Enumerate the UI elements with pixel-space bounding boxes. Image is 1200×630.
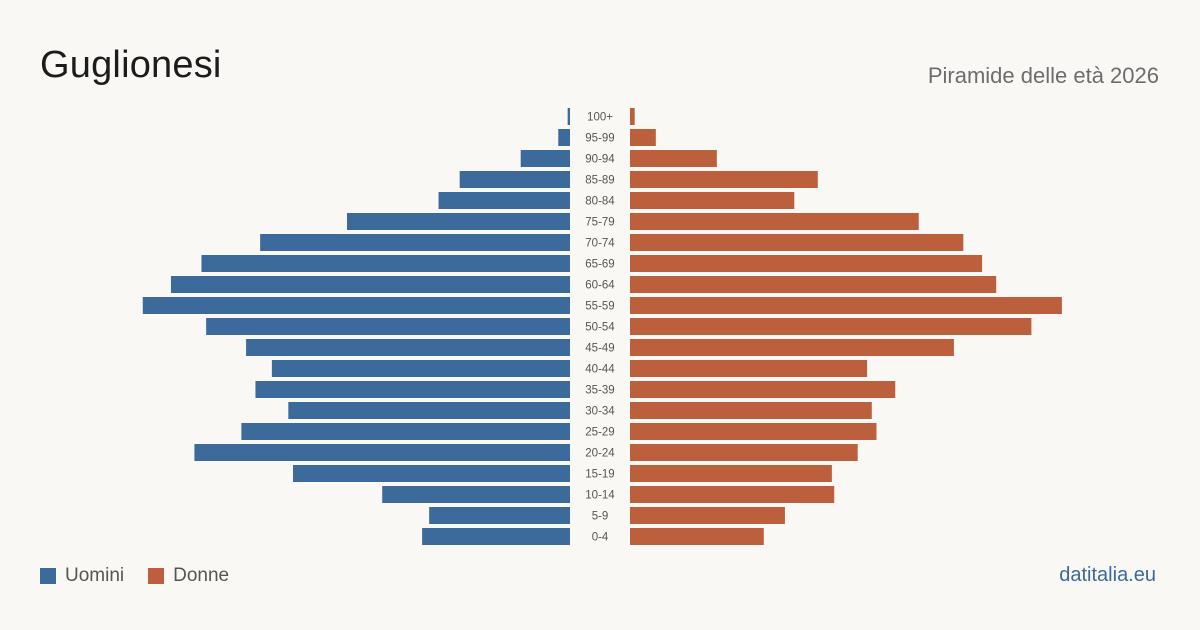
legend-item-male: Uomini bbox=[40, 565, 124, 587]
bar-female-25-29 bbox=[630, 423, 877, 440]
bar-male-5-9 bbox=[429, 507, 570, 524]
age-label-35-39: 35-39 bbox=[585, 385, 614, 397]
age-label-70-74: 70-74 bbox=[585, 238, 615, 250]
page-title: Guglionesi bbox=[40, 44, 222, 86]
age-label-50-54: 50-54 bbox=[585, 322, 615, 334]
bar-female-0-4 bbox=[630, 528, 764, 545]
age-label-85-89: 85-89 bbox=[585, 175, 614, 187]
age-label-95-99: 95-99 bbox=[585, 133, 614, 145]
bar-male-70-74 bbox=[260, 234, 570, 251]
bar-male-75-79 bbox=[347, 213, 570, 230]
age-label-55-59: 55-59 bbox=[585, 301, 614, 313]
bar-female-10-14 bbox=[630, 486, 835, 503]
bar-male-40-44 bbox=[271, 360, 570, 377]
bar-male-10-14 bbox=[382, 486, 570, 503]
bar-female-20-24 bbox=[630, 444, 858, 461]
bar-male-20-24 bbox=[194, 444, 570, 461]
bar-male-85-89 bbox=[459, 171, 570, 188]
bar-female-40-44 bbox=[630, 360, 868, 377]
legend-swatch-male bbox=[40, 568, 56, 584]
legend: Uomini Donne bbox=[40, 565, 253, 587]
age-label-0-4: 0-4 bbox=[592, 532, 609, 544]
chart-subtitle: Piramide delle età 2026 bbox=[927, 63, 1159, 88]
bar-male-25-29 bbox=[241, 423, 571, 440]
bar-male-30-34 bbox=[288, 402, 570, 419]
age-label-60-64: 60-64 bbox=[585, 280, 615, 292]
bar-male-60-64 bbox=[170, 276, 570, 293]
age-label-15-19: 15-19 bbox=[585, 469, 614, 481]
age-label-5-9: 5-9 bbox=[592, 511, 609, 523]
legend-label-female: Donne bbox=[173, 565, 230, 586]
bar-female-65-69 bbox=[630, 255, 983, 272]
bar-female-75-79 bbox=[630, 213, 919, 230]
bar-female-80-84 bbox=[630, 192, 795, 209]
bar-male-65-69 bbox=[201, 255, 570, 272]
brand-link[interactable]: datitalia.eu bbox=[1059, 564, 1156, 586]
age-label-45-49: 45-49 bbox=[585, 343, 614, 355]
bar-male-55-59 bbox=[142, 297, 571, 314]
age-label-25-29: 25-29 bbox=[585, 427, 614, 439]
bar-male-95-99 bbox=[558, 129, 570, 146]
bar-male-45-49 bbox=[246, 339, 570, 356]
bar-male-50-54 bbox=[206, 318, 570, 335]
bar-female-15-19 bbox=[630, 465, 832, 482]
bar-female-60-64 bbox=[630, 276, 997, 293]
age-label-75-79: 75-79 bbox=[585, 217, 614, 229]
bar-female-90-94 bbox=[630, 150, 717, 167]
age-label-100+: 100+ bbox=[587, 112, 613, 124]
bar-female-30-34 bbox=[630, 402, 872, 419]
age-label-80-84: 80-84 bbox=[585, 196, 615, 208]
age-labels: 100+ 95-99 90-94 85-89 80-84 75-79 70-74 65-69 6… bbox=[585, 112, 615, 544]
bar-female-55-59 bbox=[630, 297, 1062, 314]
bar-female-70-74 bbox=[630, 234, 964, 251]
age-label-65-69: 65-69 bbox=[585, 259, 614, 271]
age-label-20-24: 20-24 bbox=[585, 448, 615, 460]
bar-male-80-84 bbox=[438, 192, 570, 209]
bar-female-5-9 bbox=[630, 507, 785, 524]
male-bars bbox=[142, 108, 571, 545]
legend-item-female: Donne bbox=[148, 565, 229, 587]
legend-swatch-female bbox=[148, 568, 165, 584]
bar-female-85-89 bbox=[630, 171, 818, 188]
bar-male-90-94 bbox=[520, 150, 570, 167]
legend-label-male: Uomini bbox=[65, 565, 125, 586]
bar-male-0-4 bbox=[422, 528, 570, 545]
bar-male-35-39 bbox=[255, 381, 570, 398]
bar-female-45-49 bbox=[630, 339, 954, 356]
age-label-40-44: 40-44 bbox=[585, 364, 615, 376]
age-label-90-94: 90-94 bbox=[585, 154, 615, 166]
bar-female-95-99 bbox=[630, 129, 656, 146]
bar-male-15-19 bbox=[293, 465, 570, 482]
female-bars bbox=[630, 108, 1062, 545]
bar-female-100+ bbox=[630, 108, 635, 125]
age-label-10-14: 10-14 bbox=[585, 490, 615, 502]
bar-male-100+ bbox=[567, 108, 570, 125]
bar-female-35-39 bbox=[630, 381, 896, 398]
age-label-30-34: 30-34 bbox=[585, 406, 615, 418]
bar-female-50-54 bbox=[630, 318, 1032, 335]
